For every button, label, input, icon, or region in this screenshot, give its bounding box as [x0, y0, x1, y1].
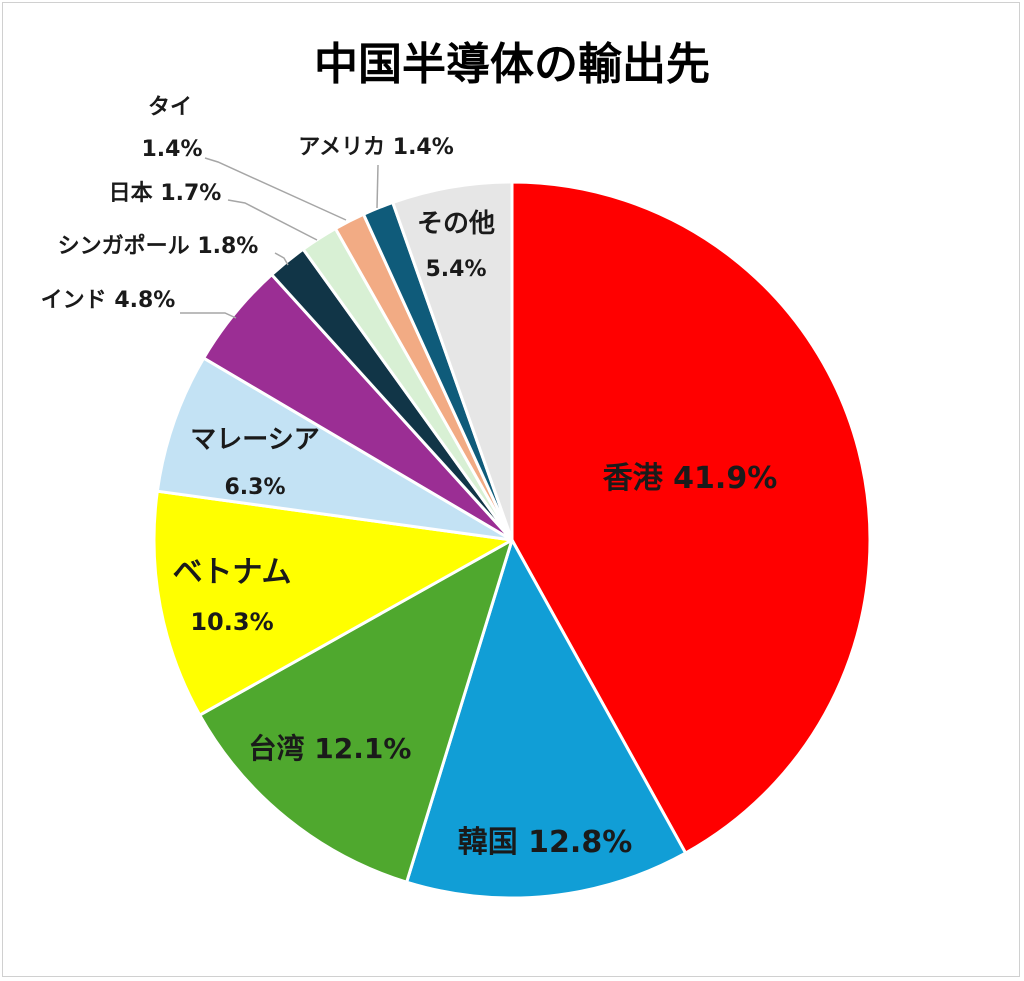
slice-label-3-1: 台湾 12.1% [249, 732, 412, 765]
pie-slice-3 [198, 538, 514, 884]
slice-label-11-2: 5.4% [425, 257, 486, 282]
slice-label-6-1: インド 4.8% [41, 288, 176, 313]
pie-slice-11 [391, 180, 514, 542]
slice-label-4-2: 10.3% [190, 608, 273, 636]
leader-line-7 [274, 252, 289, 266]
pie-slice-2 [405, 538, 688, 900]
slice-label-8-1: 日本 1.7% [109, 181, 222, 206]
slice-label-10-1: アメリカ 1.4% [298, 135, 454, 160]
pie-slice-5 [155, 356, 514, 542]
slice-label-5-2: 6.3% [224, 475, 285, 500]
slice-label-2-1: 韓国 12.8% [458, 825, 633, 860]
chart-title: 中国半導体の輸出先 [314, 39, 710, 90]
slice-label-1-1: 香港 41.9% [603, 461, 778, 496]
pie-slice-4 [152, 489, 514, 717]
leader-line-10 [376, 164, 379, 209]
leader-line-6 [180, 312, 237, 319]
slice-label-11-1: その他 [417, 209, 495, 239]
slice-labels: 香港 41.9% 韓国 12.8% 台湾 12.1% ベトナム 10.3% マレーシア 6.… [41, 95, 778, 860]
pie-slices [152, 180, 872, 900]
leader-line-8 [227, 199, 318, 241]
slice-label-7-1: シンガポール 1.8% [58, 233, 259, 259]
slice-label-4-1: ベトナム [172, 555, 291, 590]
leader-line-9 [204, 157, 347, 221]
pie-slice-1 [510, 180, 872, 855]
slice-label-5-1: マレーシア [190, 425, 319, 455]
slice-label-9-2: 1.4% [141, 137, 202, 162]
leader-lines [180, 157, 379, 319]
slice-label-9-1: タイ [148, 95, 192, 120]
